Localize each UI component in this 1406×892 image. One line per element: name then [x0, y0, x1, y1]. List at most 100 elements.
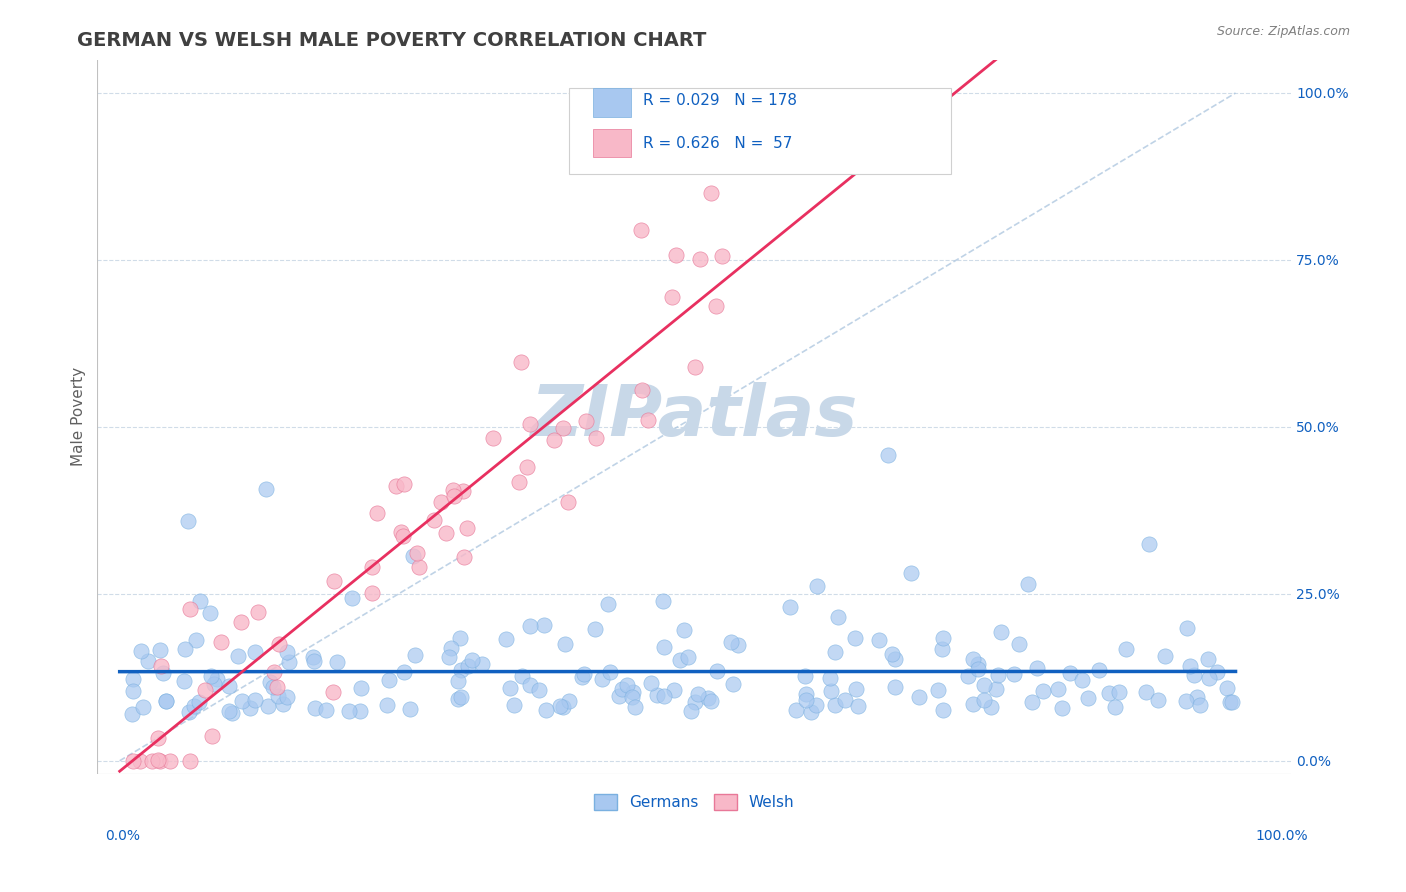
Germans	[256, 698, 278, 713]
Germans	[276, 645, 298, 659]
Welsh	[557, 495, 579, 509]
Germans	[302, 650, 325, 665]
Germans	[502, 698, 524, 712]
Germans	[621, 685, 644, 699]
Germans	[591, 672, 613, 686]
Germans	[973, 678, 995, 692]
Germans	[973, 693, 995, 707]
Germans	[1050, 701, 1073, 715]
Germans	[375, 698, 398, 712]
Germans	[980, 700, 1002, 714]
Germans	[834, 693, 856, 707]
Germans	[155, 694, 177, 708]
Welsh	[406, 546, 429, 560]
Germans	[259, 675, 281, 690]
Germans	[1108, 684, 1130, 698]
Germans	[652, 640, 675, 654]
Welsh	[637, 413, 659, 427]
Germans	[845, 681, 868, 696]
Germans	[1197, 651, 1219, 665]
Germans	[1104, 700, 1126, 714]
Germans	[471, 657, 494, 671]
Germans	[218, 679, 240, 693]
Welsh	[665, 247, 688, 261]
Germans	[962, 652, 984, 666]
Germans	[664, 682, 686, 697]
Germans	[122, 672, 145, 686]
Germans	[645, 688, 668, 702]
Text: 0.0%: 0.0%	[105, 829, 141, 843]
Germans	[654, 689, 676, 703]
Germans	[824, 698, 846, 712]
Germans	[931, 631, 953, 645]
Welsh	[453, 483, 475, 498]
Welsh	[661, 290, 683, 304]
Welsh	[683, 359, 706, 374]
Germans	[447, 692, 470, 706]
Welsh	[575, 414, 598, 428]
Text: R = 0.626   N =  57: R = 0.626 N = 57	[643, 136, 793, 151]
Welsh	[129, 754, 152, 768]
Germans	[271, 697, 294, 711]
Germans	[900, 566, 922, 581]
Germans	[254, 482, 277, 496]
Germans	[179, 706, 201, 720]
Germans	[149, 642, 172, 657]
Germans	[495, 632, 517, 646]
Germans	[200, 669, 222, 683]
Germans	[1135, 685, 1157, 699]
Germans	[827, 610, 849, 624]
Welsh	[146, 753, 169, 767]
Germans	[439, 640, 461, 655]
Germans	[499, 681, 522, 696]
Welsh	[543, 434, 565, 448]
Germans	[696, 690, 718, 705]
Welsh	[179, 602, 201, 616]
Germans	[315, 703, 337, 717]
Germans	[132, 700, 155, 714]
FancyBboxPatch shape	[593, 129, 631, 158]
Germans	[1002, 667, 1025, 681]
Welsh	[456, 521, 478, 535]
Germans	[177, 514, 200, 528]
Germans	[450, 690, 472, 705]
Germans	[326, 655, 349, 669]
Germans	[533, 618, 555, 632]
Germans	[243, 693, 266, 707]
Germans	[231, 694, 253, 708]
Germans	[1032, 684, 1054, 698]
Welsh	[266, 681, 288, 695]
Germans	[876, 448, 898, 462]
Germans	[1220, 695, 1243, 709]
Germans	[616, 678, 638, 692]
Welsh	[201, 729, 224, 743]
Text: ZIPatlas: ZIPatlas	[530, 383, 858, 451]
Germans	[967, 657, 990, 671]
Germans	[554, 638, 576, 652]
Welsh	[689, 252, 711, 267]
Welsh	[146, 731, 169, 745]
Germans	[221, 706, 243, 721]
Germans	[188, 593, 211, 607]
Germans	[720, 635, 742, 649]
Germans	[173, 674, 195, 689]
Germans	[1187, 690, 1209, 704]
Germans	[794, 687, 817, 701]
Germans	[392, 665, 415, 679]
Germans	[262, 681, 284, 695]
FancyBboxPatch shape	[569, 88, 950, 174]
Germans	[558, 694, 581, 708]
Germans	[1098, 686, 1121, 700]
Germans	[302, 654, 325, 668]
Germans	[607, 689, 630, 703]
Germans	[1137, 536, 1160, 550]
Welsh	[149, 754, 172, 768]
Germans	[129, 643, 152, 657]
Legend: Germans, Welsh: Germans, Welsh	[588, 789, 801, 816]
Germans	[596, 597, 619, 611]
Germans	[880, 648, 903, 662]
Germans	[623, 700, 645, 714]
Welsh	[366, 506, 388, 520]
Germans	[785, 703, 807, 717]
Welsh	[323, 574, 346, 589]
